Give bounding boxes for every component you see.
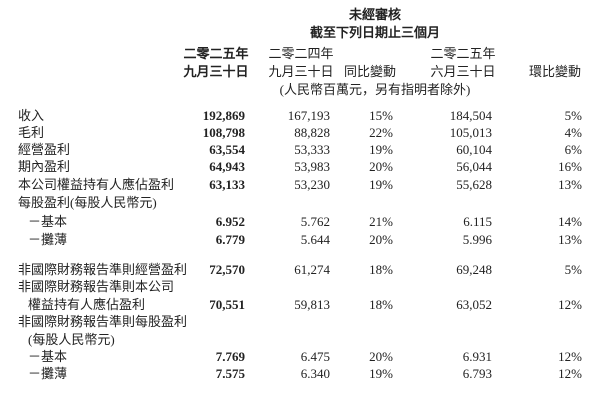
row-label: 收入 (18, 108, 45, 123)
col1-year: 二零二五年 (183, 46, 249, 61)
col1-date: 九月三十日 (183, 64, 249, 79)
cell-prior-quarter: 6.115 (463, 214, 492, 229)
table-row: 經營盈利 63,554 53,333 19% 60,104 6% (0, 141, 600, 158)
table-row: 收入 192,869 167,193 15% 184,504 5% (0, 107, 600, 124)
cell-yoy-change: 22% (369, 125, 393, 140)
cell-current: 63,554 (209, 142, 245, 157)
table-row: 期內盈利 64,943 53,983 20% 56,044 16% (0, 158, 600, 175)
cell-prior-quarter: 55,628 (456, 177, 492, 192)
row-label: 非國際財務報告準則經營盈利 (18, 262, 188, 277)
cell-qoq-change: 5% (564, 108, 582, 123)
table-row: 權益持有人應佔盈利 70,551 59,813 18% 63,052 12% (0, 296, 600, 313)
row-label: －攤薄 (28, 232, 68, 247)
row-label: 經營盈利 (18, 142, 71, 157)
cell-current: 192,869 (202, 108, 245, 123)
row-label: －攤薄 (28, 366, 68, 381)
row-label: 本公司權益持有人應佔盈利 (18, 177, 175, 192)
row-label: 非國際財務報告準則每股盈利 (18, 314, 188, 329)
cell-current: 7.769 (215, 349, 245, 364)
cell-current: 64,943 (209, 159, 245, 174)
cell-qoq-change: 4% (564, 125, 582, 140)
table-row: 非國際財務報告準則每股盈利 (0, 313, 600, 330)
cell-current: 70,551 (209, 297, 245, 312)
cell-current: 72,570 (209, 262, 245, 277)
cell-prior-year: 88,828 (294, 125, 330, 140)
row-label: 非國際財務報告準則本公司 (18, 279, 175, 294)
cell-qoq-change: 16% (558, 159, 582, 174)
cell-prior-quarter: 69,248 (456, 262, 492, 277)
cell-prior-quarter: 6.793 (462, 366, 492, 381)
table-row: －基本 7.769 6.475 20% 6.931 12% (0, 348, 600, 365)
col2-date: 九月三十日 (268, 64, 334, 79)
cell-prior-year: 6.340 (300, 366, 330, 381)
cell-prior-quarter: 6.931 (462, 349, 492, 364)
cell-current: 7.575 (215, 366, 245, 381)
table-row: (每股人民幣元) (0, 331, 600, 348)
cell-prior-quarter: 56,044 (456, 159, 492, 174)
col3-header: 同比變動 (343, 64, 397, 79)
table-row: －攤薄 7.575 6.340 19% 6.793 12% (0, 365, 600, 382)
cell-qoq-change: 12% (558, 297, 582, 312)
col4-year: 二零二五年 (430, 46, 496, 61)
cell-prior-year: 5.644 (300, 232, 330, 247)
cell-prior-year: 59,813 (294, 297, 330, 312)
cell-prior-quarter: 184,504 (449, 108, 492, 123)
cell-yoy-change: 21% (369, 214, 393, 229)
cell-yoy-change: 20% (369, 232, 393, 247)
table-subtitle: 截至下列日期止三個月 (309, 25, 441, 40)
cell-prior-year: 5.762 (300, 214, 330, 229)
table-row: 每股盈利(每股人民幣元) (0, 194, 600, 211)
cell-yoy-change: 18% (369, 262, 393, 277)
cell-prior-year: 53,230 (294, 177, 330, 192)
row-label: 毛利 (18, 125, 45, 140)
col5-header: 環比變動 (528, 64, 582, 79)
cell-current: 108,798 (202, 125, 245, 140)
table-row: 毛利 108,798 88,828 22% 105,013 4% (0, 124, 600, 141)
cell-qoq-change: 12% (558, 366, 582, 381)
cell-yoy-change: 19% (369, 177, 393, 192)
cell-qoq-change: 12% (558, 349, 582, 364)
cell-yoy-change: 18% (369, 297, 393, 312)
cell-prior-year: 53,983 (294, 159, 330, 174)
row-label: 權益持有人應佔盈利 (28, 297, 146, 312)
row-label: 期內盈利 (18, 159, 71, 174)
cell-yoy-change: 15% (369, 108, 393, 123)
cell-current: 63,133 (209, 177, 245, 192)
row-label: －基本 (28, 214, 68, 229)
cell-current: 6.779 (215, 232, 245, 247)
cell-yoy-change: 19% (369, 142, 393, 157)
cell-yoy-change: 20% (369, 159, 393, 174)
cell-qoq-change: 5% (564, 262, 582, 277)
cell-qoq-change: 13% (558, 177, 582, 192)
cell-yoy-change: 19% (369, 366, 393, 381)
row-label: (每股人民幣元) (28, 332, 115, 347)
table-row: －攤薄 6.779 5.644 20% 5.996 13% (0, 231, 600, 248)
table-row: 非國際財務報告準則本公司 (0, 278, 600, 295)
cell-qoq-change: 14% (558, 214, 582, 229)
cell-qoq-change: 13% (558, 232, 582, 247)
table-title: 未經審核 (348, 7, 402, 22)
row-label: －基本 (28, 349, 68, 364)
cell-prior-quarter: 5.996 (462, 232, 492, 247)
unit-note: (人民幣百萬元，另有指明者除外) (279, 82, 471, 97)
col2-year: 二零二四年 (268, 46, 334, 61)
col4-date: 六月三十日 (430, 64, 496, 79)
cell-prior-quarter: 63,052 (456, 297, 492, 312)
cell-prior-quarter: 105,013 (449, 125, 492, 140)
row-label: 每股盈利(每股人民幣元) (18, 195, 157, 210)
cell-yoy-change: 20% (369, 349, 393, 364)
cell-qoq-change: 6% (564, 142, 582, 157)
table-row: 非國際財務報告準則經營盈利 72,570 61,274 18% 69,248 5% (0, 261, 600, 278)
table-row: 本公司權益持有人應佔盈利 63,133 53,230 19% 55,628 13% (0, 176, 600, 193)
cell-current: 6.952 (215, 214, 245, 229)
table-row: －基本 6.952 5.762 21% 6.115 14% (0, 213, 600, 230)
cell-prior-quarter: 60,104 (456, 142, 492, 157)
cell-prior-year: 61,274 (294, 262, 330, 277)
cell-prior-year: 53,333 (294, 142, 330, 157)
cell-prior-year: 167,193 (287, 108, 330, 123)
cell-prior-year: 6.475 (300, 349, 330, 364)
